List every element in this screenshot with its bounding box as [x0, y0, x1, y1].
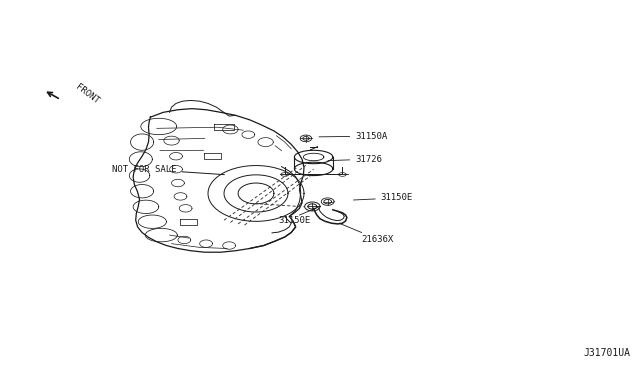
Text: 31150A: 31150A	[319, 132, 387, 141]
Text: 31150E: 31150E	[353, 193, 413, 202]
Text: FRONT: FRONT	[74, 83, 100, 106]
Text: J31701UA: J31701UA	[584, 348, 630, 358]
Text: NOT FOR SALE: NOT FOR SALE	[112, 165, 225, 174]
Text: 31726: 31726	[328, 155, 382, 164]
Text: 21636X: 21636X	[362, 235, 394, 244]
Text: 31150E: 31150E	[278, 216, 310, 225]
